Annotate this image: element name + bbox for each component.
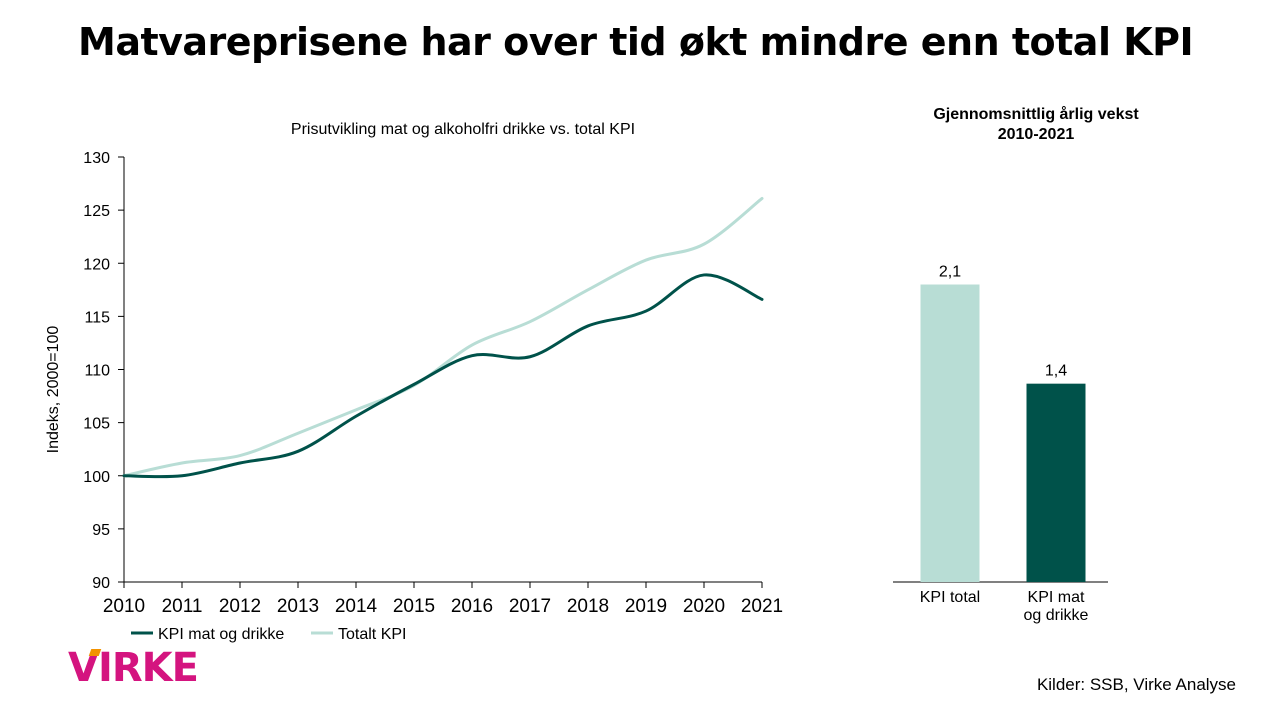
bar-kpi-total	[920, 284, 980, 582]
y-tick-label: 125	[83, 203, 110, 220]
y-tick-label: 115	[84, 309, 110, 326]
x-tick-label: 2017	[509, 596, 551, 617]
legend-label-kpi-mat: KPI mat og drikke	[158, 626, 284, 643]
y-tick-label: 110	[84, 363, 110, 380]
x-tick-label: 2015	[393, 596, 435, 617]
legend-label-totalt-kpi: Totalt KPI	[338, 626, 406, 643]
virke-logo: VIRKE	[68, 645, 199, 691]
x-tick-label: 2019	[625, 596, 667, 617]
x-tick-label: 2011	[162, 596, 203, 617]
bar-chart-title-line: 2010-2021	[998, 126, 1075, 143]
bar-category-label: KPI mat	[1028, 589, 1085, 606]
source-note: Kilder: SSB, Virke Analyse	[1036, 675, 1236, 694]
headline: Matvareprisene har over tid økt mindre e…	[78, 20, 1194, 64]
x-tick-label: 2018	[567, 596, 609, 617]
x-tick-label: 2021	[741, 596, 783, 617]
bar-category-label: KPI total	[920, 589, 980, 606]
x-tick-label: 2014	[335, 596, 378, 617]
bar-category-label: og drikke	[1024, 607, 1089, 624]
bar-value-label: 2,1	[939, 264, 961, 281]
bar-kpi-mat	[1026, 383, 1086, 582]
x-tick-label: 2010	[103, 596, 145, 617]
bar-value-label: 1,4	[1045, 363, 1067, 380]
y-tick-label: 105	[83, 416, 110, 433]
x-tick-label: 2016	[451, 596, 493, 617]
y-tick-label: 100	[83, 469, 110, 486]
series-line-kpi-mat-og-drikke	[122, 273, 764, 479]
x-tick-label: 2013	[277, 596, 319, 617]
x-tick-label: 2012	[219, 596, 261, 617]
line-chart-title: Prisutvikling mat og alkoholfri drikke v…	[291, 121, 635, 138]
y-axis-label: Indeks, 2000=100	[45, 326, 62, 454]
y-tick-label: 90	[92, 575, 110, 592]
y-tick-label: 95	[92, 522, 110, 539]
y-tick-label: 120	[83, 256, 110, 273]
y-tick-label: 130	[83, 150, 110, 167]
x-tick-label: 2020	[683, 596, 725, 617]
series-line-totalt-kpi	[122, 196, 764, 478]
bar-chart-title-line: Gjennomsnittlig årlig vekst	[933, 105, 1139, 123]
